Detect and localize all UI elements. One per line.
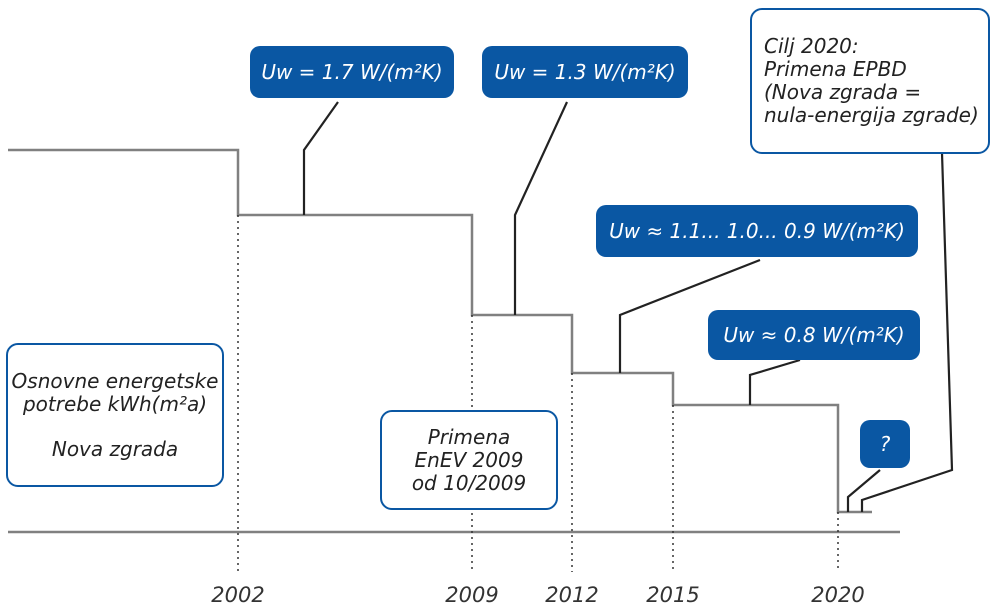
goal-line1: Cilj 2020: (764, 34, 859, 58)
uw-2015-text: Uw ≈ 0.8 W/(m²K) (723, 322, 905, 347)
uw-2009-text: Uw = 1.3 W/(m²K) (494, 59, 676, 84)
energy-needs-box: Osnovne energetske potrebe kWh(m²a) Nova… (6, 343, 224, 487)
leader-uw-2012 (618, 258, 761, 373)
goal-line2: Primena EPBD (764, 57, 907, 81)
energy-needs-line2: potrebe kWh(m²a) (22, 391, 208, 416)
year-label-2002: 2002 (211, 583, 265, 607)
uw-2002-callout: Uw = 1.7 W/(m²K) (250, 46, 454, 98)
year-label-2015: 2015 (646, 583, 700, 607)
goal-line3: (Nova zgrada = (764, 80, 922, 104)
leader-goal-2020 (860, 152, 954, 512)
year-label-2012: 2012 (545, 583, 599, 607)
enev-box: Primena EnEV 2009 od 10/2009 (380, 410, 558, 510)
goal-2020-box: Cilj 2020: Primena EPBD (Nova zgrada = n… (750, 8, 990, 154)
year-label-2009: 2009 (445, 583, 499, 607)
leader-uw-2015 (748, 358, 801, 405)
enev-line1: Primena (427, 424, 511, 449)
uw-2009-callout: Uw = 1.3 W/(m²K) (482, 46, 688, 98)
energy-needs-line3: Nova zgrada (51, 436, 179, 461)
leader-lines (302, 101, 954, 512)
goal-line4: nula-energija zgrade) (764, 103, 979, 127)
energy-step-line (8, 148, 872, 514)
uw-2012-text: Uw ≈ 1.1... 1.0... 0.9 W/(m²K) (609, 218, 905, 243)
leader-uw-2002 (302, 101, 339, 215)
year-label-2020: 2020 (811, 583, 865, 607)
uw-2012-callout: Uw ≈ 1.1... 1.0... 0.9 W/(m²K) (596, 205, 918, 257)
uw-2015-callout: Uw ≈ 0.8 W/(m²K) (708, 310, 920, 360)
year-markers (237, 215, 839, 572)
enev-line3: od 10/2009 (411, 470, 527, 495)
leader-unknown (846, 469, 881, 512)
unknown-callout: ? (860, 420, 910, 468)
uw-2002-text: Uw = 1.7 W/(m²K) (261, 59, 443, 84)
unknown-text: ? (879, 431, 891, 456)
enev-line2: EnEV 2009 (414, 447, 524, 472)
energy-needs-line1: Osnovne energetske (11, 368, 219, 393)
leader-uw-2009 (513, 101, 568, 315)
